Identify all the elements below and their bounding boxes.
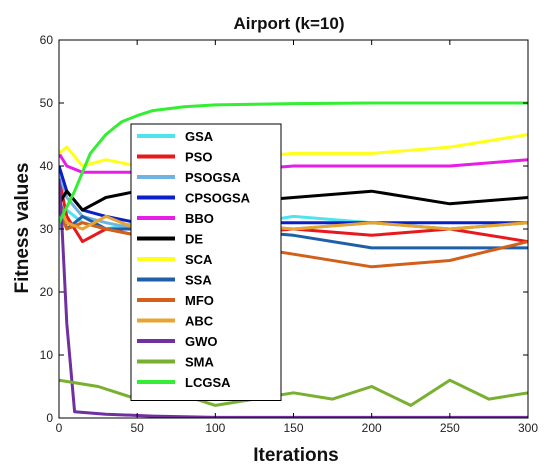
y-tick-label: 40: [40, 159, 54, 173]
y-tick-label: 60: [40, 33, 54, 47]
legend-label-bbo: BBO: [185, 211, 214, 226]
legend-label-ssa: SSA: [185, 273, 212, 288]
y-tick-label: 20: [40, 285, 54, 299]
axes: 0 50 100 150 200 250 300 0 10 20 30 40 50 60: [40, 33, 539, 435]
series-line-sca: [59, 133, 528, 168]
x-tick-label: 200: [362, 421, 382, 435]
x-tick-label: 50: [130, 421, 144, 435]
series-line-mfo: [59, 209, 528, 269]
legend-label-psogsa: PSOGSA: [185, 170, 241, 185]
chart-title: Airport (k=10): [234, 14, 345, 33]
series-line-cpsogsa: [59, 165, 528, 225]
legend-label-pso: PSO: [185, 150, 212, 165]
legend-label-cpsogsa: CPSOGSA: [185, 191, 251, 206]
y-tick-label: 50: [40, 96, 54, 110]
series-line-bbo: [59, 152, 528, 174]
y-tick-label: 0: [46, 411, 53, 425]
plot-area: [59, 101, 528, 418]
series-line-lcgsa: [59, 101, 528, 224]
legend-label-de: DE: [185, 232, 203, 247]
legend-label-lcgsa: LCGSA: [185, 375, 231, 390]
legend-label-sca: SCA: [185, 252, 213, 267]
legend-label-gsa: GSA: [185, 129, 214, 144]
series-line-sma: [59, 378, 528, 407]
y-axis-label: Fitness values: [12, 163, 33, 294]
series-line-de: [59, 189, 528, 212]
x-tick-label: 100: [205, 421, 225, 435]
legend-label-gwo: GWO: [185, 334, 218, 349]
x-tick-label: 0: [56, 421, 63, 435]
legend: GSA PSO PSOGSA CPSOGSA BBO DE SCA SSA MFO ABC GWO S…: [130, 123, 282, 401]
x-tick-label: 250: [440, 421, 460, 435]
legend-label-mfo: MFO: [185, 293, 214, 308]
y-tick-label: 30: [40, 222, 54, 236]
x-tick-label: 300: [518, 421, 538, 435]
x-tick-label: 150: [283, 421, 303, 435]
legend-label-abc: ABC: [185, 314, 214, 329]
x-axis-label: Iterations: [253, 445, 339, 466]
y-tick-label: 10: [40, 348, 54, 362]
legend-label-sma: SMA: [185, 355, 215, 370]
series-line-gwo: [59, 178, 528, 418]
legend-box: [130, 123, 282, 401]
series-line-pso: [59, 178, 528, 244]
